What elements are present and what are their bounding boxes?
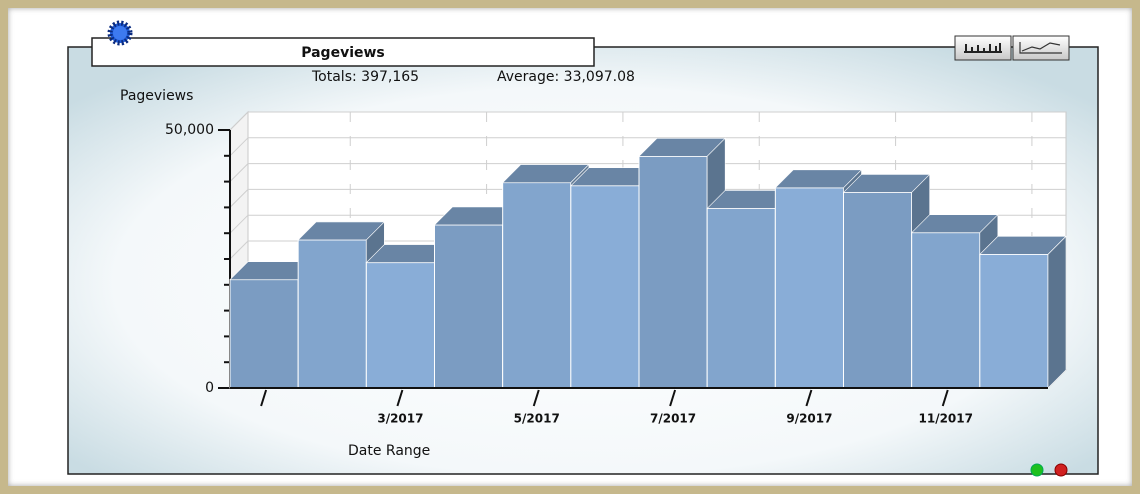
bar	[297, 239, 367, 389]
bar-side	[1047, 235, 1067, 389]
grid-line	[229, 163, 249, 182]
x-tick-label: 3/2017	[377, 412, 423, 426]
average: Average: 33,097.08	[497, 69, 635, 85]
x-tick-label: 11/2017	[919, 412, 973, 426]
title-box	[91, 37, 595, 67]
bar	[434, 224, 504, 389]
bar	[706, 207, 776, 389]
x-tick	[260, 389, 268, 407]
bar	[979, 253, 1049, 389]
bar	[843, 191, 913, 389]
chart-title: Pageviews	[301, 45, 385, 61]
bar	[229, 279, 299, 389]
x-tick	[396, 389, 404, 407]
line-chart-button[interactable]	[1012, 35, 1070, 61]
grid-line	[229, 111, 249, 131]
x-axis-label: Date Range	[348, 443, 430, 459]
bar	[365, 262, 436, 389]
x-tick	[941, 389, 949, 407]
x-tick-label: 7/2017	[650, 412, 696, 426]
status-red	[1054, 463, 1068, 477]
bar	[911, 232, 981, 389]
grid-line	[229, 137, 249, 157]
y-tick-label: 0	[205, 380, 214, 396]
bar	[570, 185, 640, 389]
bar	[774, 187, 844, 389]
y-tick-label: 50,000	[165, 122, 214, 138]
status-green	[1030, 463, 1044, 477]
x-tick	[805, 389, 813, 407]
y-axis-label: Pageviews	[120, 88, 193, 104]
x-tick	[532, 389, 540, 407]
bar-chart-button[interactable]	[954, 35, 1012, 61]
grid-line	[229, 214, 249, 234]
totals: Totals: 397,165	[311, 69, 419, 85]
badge-icon	[107, 20, 133, 46]
bar	[502, 182, 572, 389]
x-tick-label: 9/2017	[786, 412, 832, 426]
bar	[638, 155, 708, 389]
x-tick	[669, 389, 677, 407]
grid-line	[229, 189, 249, 208]
grid-line	[229, 240, 249, 260]
x-tick-label: 5/2017	[514, 412, 560, 426]
